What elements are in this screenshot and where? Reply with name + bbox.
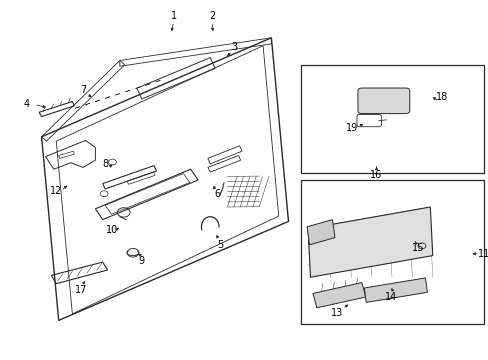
Text: 5: 5 <box>217 240 223 250</box>
Polygon shape <box>105 97 110 98</box>
Text: 3: 3 <box>231 42 237 52</box>
Text: 17: 17 <box>74 285 87 295</box>
Text: 14: 14 <box>384 292 397 302</box>
Text: 7: 7 <box>80 85 86 95</box>
Text: 12: 12 <box>50 186 62 196</box>
Text: 4: 4 <box>24 99 30 109</box>
Polygon shape <box>75 107 80 108</box>
Polygon shape <box>135 87 140 89</box>
Bar <box>300 65 483 173</box>
Polygon shape <box>155 80 160 82</box>
Text: 15: 15 <box>411 243 424 253</box>
Text: 18: 18 <box>435 92 448 102</box>
Text: 10: 10 <box>106 225 119 235</box>
FancyBboxPatch shape <box>357 88 409 114</box>
Text: 16: 16 <box>369 170 382 180</box>
Text: 6: 6 <box>214 189 220 199</box>
Bar <box>300 180 483 324</box>
Polygon shape <box>306 220 334 245</box>
Text: 1: 1 <box>170 11 176 21</box>
Polygon shape <box>312 283 365 308</box>
Polygon shape <box>125 90 130 92</box>
Text: 9: 9 <box>139 256 144 266</box>
Polygon shape <box>95 100 100 102</box>
Text: 19: 19 <box>345 123 358 133</box>
Text: 8: 8 <box>102 159 108 169</box>
Polygon shape <box>145 84 150 85</box>
Polygon shape <box>85 103 90 105</box>
Polygon shape <box>115 94 120 95</box>
Text: 11: 11 <box>477 249 488 259</box>
Polygon shape <box>307 207 432 277</box>
Text: 2: 2 <box>209 11 215 21</box>
Polygon shape <box>364 278 427 302</box>
Text: 13: 13 <box>330 308 343 318</box>
